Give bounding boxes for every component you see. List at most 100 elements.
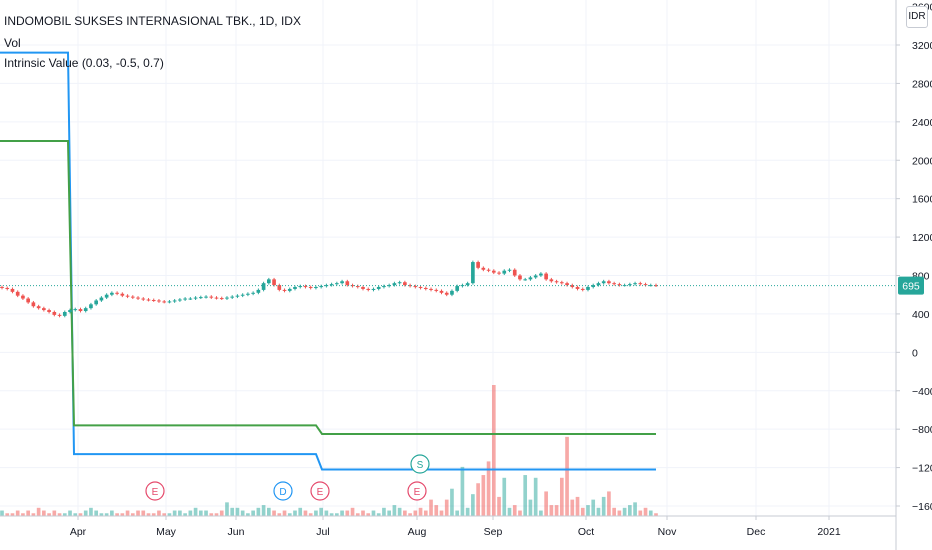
- candle-body: [355, 286, 360, 288]
- volume-bar: [267, 507, 271, 516]
- chart-grid: [0, 0, 896, 516]
- volume-bar: [151, 513, 156, 516]
- intrinsic-value-legend[interactable]: Intrinsic Value (0.03, -0.5, 0.7): [4, 56, 164, 70]
- volume-bar: [376, 513, 381, 516]
- volume-bar: [559, 477, 564, 516]
- candle-body: [361, 287, 365, 289]
- candle-body: [157, 300, 161, 302]
- candle-body: [523, 279, 528, 281]
- event-marker[interactable]: [407, 481, 427, 501]
- candle-body: [471, 262, 475, 284]
- candle-body: [366, 288, 371, 290]
- plot-area: [0, 0, 896, 516]
- volume-bar: [225, 502, 229, 516]
- candle-body: [78, 309, 83, 312]
- candle-body: [52, 311, 57, 315]
- volume-bars: [0, 385, 658, 516]
- candle-body: [518, 275, 522, 280]
- volume-bar: [539, 510, 543, 516]
- volume-bar: [471, 494, 475, 516]
- volume-bar: [62, 513, 67, 516]
- candle-body: [83, 308, 88, 312]
- x-tick-label: 2021: [817, 526, 841, 538]
- candle-body: [293, 287, 297, 289]
- volume-bar: [601, 496, 606, 516]
- volume-bar: [193, 507, 198, 516]
- candle-body: [47, 310, 51, 312]
- candle-body: [596, 283, 601, 286]
- volume-bar: [507, 507, 512, 516]
- volume-bar: [31, 513, 36, 516]
- volume-bar: [628, 505, 632, 516]
- volume-bar: [523, 475, 528, 516]
- event-marker[interactable]: [145, 481, 165, 501]
- y-tick-label: 1200: [912, 232, 932, 244]
- x-tick-label: Oct: [578, 526, 594, 538]
- volume-bar: [188, 510, 193, 516]
- event-marker-label: E: [152, 487, 159, 498]
- volume-bar: [408, 513, 412, 516]
- candle-body: [193, 297, 198, 299]
- volume-bar: [612, 507, 616, 516]
- x-tick-label: Dec: [747, 526, 766, 538]
- volume-bar: [68, 510, 72, 516]
- candle-body: [62, 311, 67, 316]
- volume-bar: [434, 505, 439, 516]
- candle-body: [429, 288, 433, 290]
- volume-bar: [502, 477, 507, 516]
- volume-bar: [246, 513, 250, 516]
- candle-body: [654, 285, 658, 287]
- volume-bar: [204, 510, 208, 516]
- volume-bar: [497, 496, 501, 516]
- volume-bar: [298, 507, 303, 516]
- event-marker[interactable]: [410, 454, 430, 474]
- candle-body: [21, 295, 25, 299]
- volume-bar: [450, 488, 454, 516]
- volume-bar: [178, 510, 182, 516]
- volume-bar: [340, 510, 344, 516]
- volume-bar: [460, 466, 465, 516]
- volume-bar: [240, 510, 245, 516]
- x-tick-label: Jul: [316, 526, 329, 538]
- volume-legend[interactable]: Vol: [4, 36, 21, 50]
- volume-bar: [26, 510, 30, 516]
- candle-body: [115, 292, 119, 294]
- volume-bar: [214, 513, 219, 516]
- candle-body: [298, 286, 303, 288]
- volume-bar: [125, 510, 130, 516]
- candle-body: [5, 287, 10, 289]
- volume-bar: [0, 510, 4, 516]
- event-markers[interactable]: E D E E S: [145, 454, 430, 501]
- candle-body: [382, 286, 386, 288]
- volume-bar: [423, 510, 428, 516]
- candle-body: [601, 281, 606, 284]
- candle-body: [31, 302, 36, 307]
- event-marker[interactable]: [273, 481, 293, 501]
- candle-body: [403, 282, 407, 286]
- volume-bar: [444, 499, 449, 516]
- volume-bar: [382, 507, 386, 516]
- volume-bar: [387, 510, 391, 516]
- event-marker[interactable]: [310, 481, 330, 501]
- candle-body: [277, 285, 282, 290]
- volume-bar: [570, 499, 575, 516]
- candle-body: [455, 286, 460, 291]
- candle-body: [151, 299, 156, 301]
- candle-body: [512, 269, 517, 276]
- candle-body: [183, 298, 187, 300]
- volume-bar: [157, 510, 161, 516]
- volume-bar: [397, 507, 402, 516]
- volume-bar: [219, 510, 224, 516]
- volume-bar: [47, 513, 51, 516]
- candle-body: [638, 283, 643, 285]
- candle-body: [502, 270, 507, 274]
- volume-bar: [256, 507, 261, 516]
- candle-body: [209, 296, 214, 298]
- volume-bar: [162, 513, 167, 516]
- candle-body: [450, 290, 454, 295]
- candle-body: [110, 292, 114, 295]
- currency-button[interactable]: IDR: [906, 6, 928, 28]
- volume-bar: [429, 499, 433, 516]
